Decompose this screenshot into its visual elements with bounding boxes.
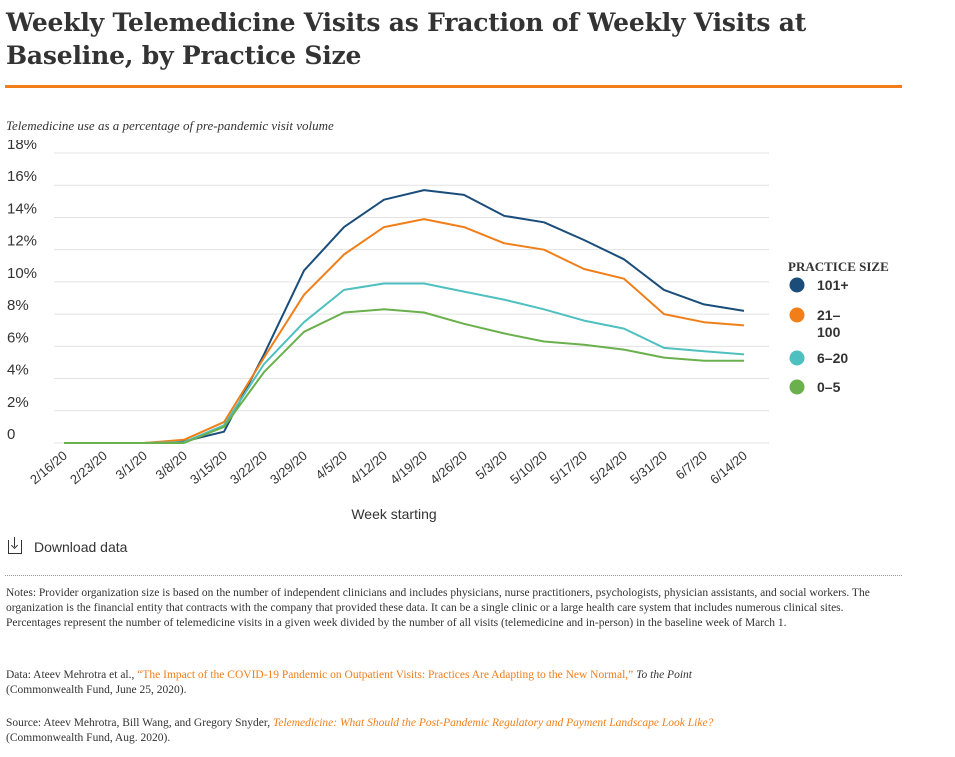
- legend-label: 101+: [817, 277, 849, 293]
- y-tick-label: 8%: [7, 297, 29, 314]
- y-tick-label: 18%: [7, 140, 37, 153]
- source-link[interactable]: Telemedicine: What Should the Post-Pande…: [273, 717, 714, 729]
- title-divider: [5, 85, 902, 88]
- x-tick-label: 2/16/20: [27, 448, 70, 487]
- y-tick-label: 16%: [7, 168, 37, 185]
- x-tick-label: 4/12/20: [347, 448, 390, 487]
- x-tick-label: 2/23/20: [67, 448, 110, 487]
- x-tick-label: 3/22/20: [227, 448, 270, 487]
- series-line: [64, 308, 744, 444]
- line-chart: 02%4%6%8%10%12%14%16%18% 2/16/202/23/20 3…: [7, 140, 889, 522]
- legend-swatch: [789, 277, 805, 293]
- x-tick-label: 3/15/20: [187, 448, 230, 487]
- y-tick-label: 0: [7, 426, 15, 443]
- legend: PRACTICE SIZE 101+ 21– 100 6–20 0–5: [788, 259, 889, 395]
- y-tick-label: 4%: [7, 362, 29, 379]
- x-tick-label: 5/3/20: [473, 448, 510, 483]
- y-tick-label: 10%: [7, 265, 37, 282]
- notes-paragraph: Notes: Provider organization size is bas…: [6, 587, 870, 629]
- download-label: Download data: [34, 539, 128, 555]
- x-tick-label: 6/7/20: [673, 448, 710, 483]
- x-tick-label: 4/5/20: [313, 448, 350, 483]
- legend-swatch: [789, 307, 805, 323]
- x-tick-label: 4/26/20: [427, 448, 470, 487]
- download-data-button[interactable]: Download data: [8, 537, 128, 555]
- series-line: [64, 282, 745, 444]
- legend-label: 0–5: [817, 379, 841, 395]
- legend-label: 21– 100: [817, 307, 841, 340]
- x-axis: 2/16/202/23/20 3/1/20 3/8/203/15/203/22/20…: [27, 448, 750, 487]
- x-tick-label: 3/8/20: [153, 448, 190, 483]
- x-tick-label: 5/31/20: [627, 448, 670, 487]
- x-tick-label: 3/1/20: [113, 448, 150, 483]
- legend-swatch: [789, 379, 805, 395]
- legend-label: 6–20: [817, 350, 848, 366]
- x-tick-label: 4/19/20: [387, 448, 430, 487]
- series-lines: [64, 189, 745, 444]
- publication-name: To the Point: [636, 669, 692, 681]
- data-credit: Data: Ateev Mehrotra et al., “The Impact…: [6, 669, 692, 696]
- legend-swatch: [789, 350, 805, 366]
- chart-subtitle: Telemedicine use as a percentage of pre-…: [6, 118, 334, 133]
- x-axis-label: Week starting: [351, 506, 436, 522]
- x-tick-label: 5/24/20: [587, 448, 630, 487]
- y-axis: 0 2% 4% 6% 8% 10% 12% 14% 16% 18%: [7, 140, 37, 443]
- notes-divider: [5, 575, 902, 576]
- y-tick-label: 12%: [7, 233, 37, 250]
- x-tick-label: 6/14/20: [707, 448, 750, 487]
- x-tick-label: 5/17/20: [547, 448, 590, 487]
- source-credit: Source: Ateev Mehrotra, Bill Wang, and G…: [6, 717, 714, 744]
- y-tick-label: 6%: [7, 329, 29, 346]
- x-tick-label: 5/10/20: [507, 448, 550, 487]
- data-source-link[interactable]: “The Impact of the COVID-19 Pandemic on …: [137, 669, 634, 681]
- y-tick-label: 14%: [7, 200, 37, 217]
- chart-title: Weekly Telemedicine Visits as Fraction o…: [6, 8, 807, 70]
- grid-lines: [54, 152, 769, 444]
- x-tick-label: 3/29/20: [267, 448, 310, 487]
- series-line: [64, 218, 745, 444]
- series-line: [64, 189, 745, 444]
- y-tick-label: 2%: [7, 394, 29, 411]
- download-icon: [8, 537, 22, 554]
- legend-title: PRACTICE SIZE: [788, 259, 889, 274]
